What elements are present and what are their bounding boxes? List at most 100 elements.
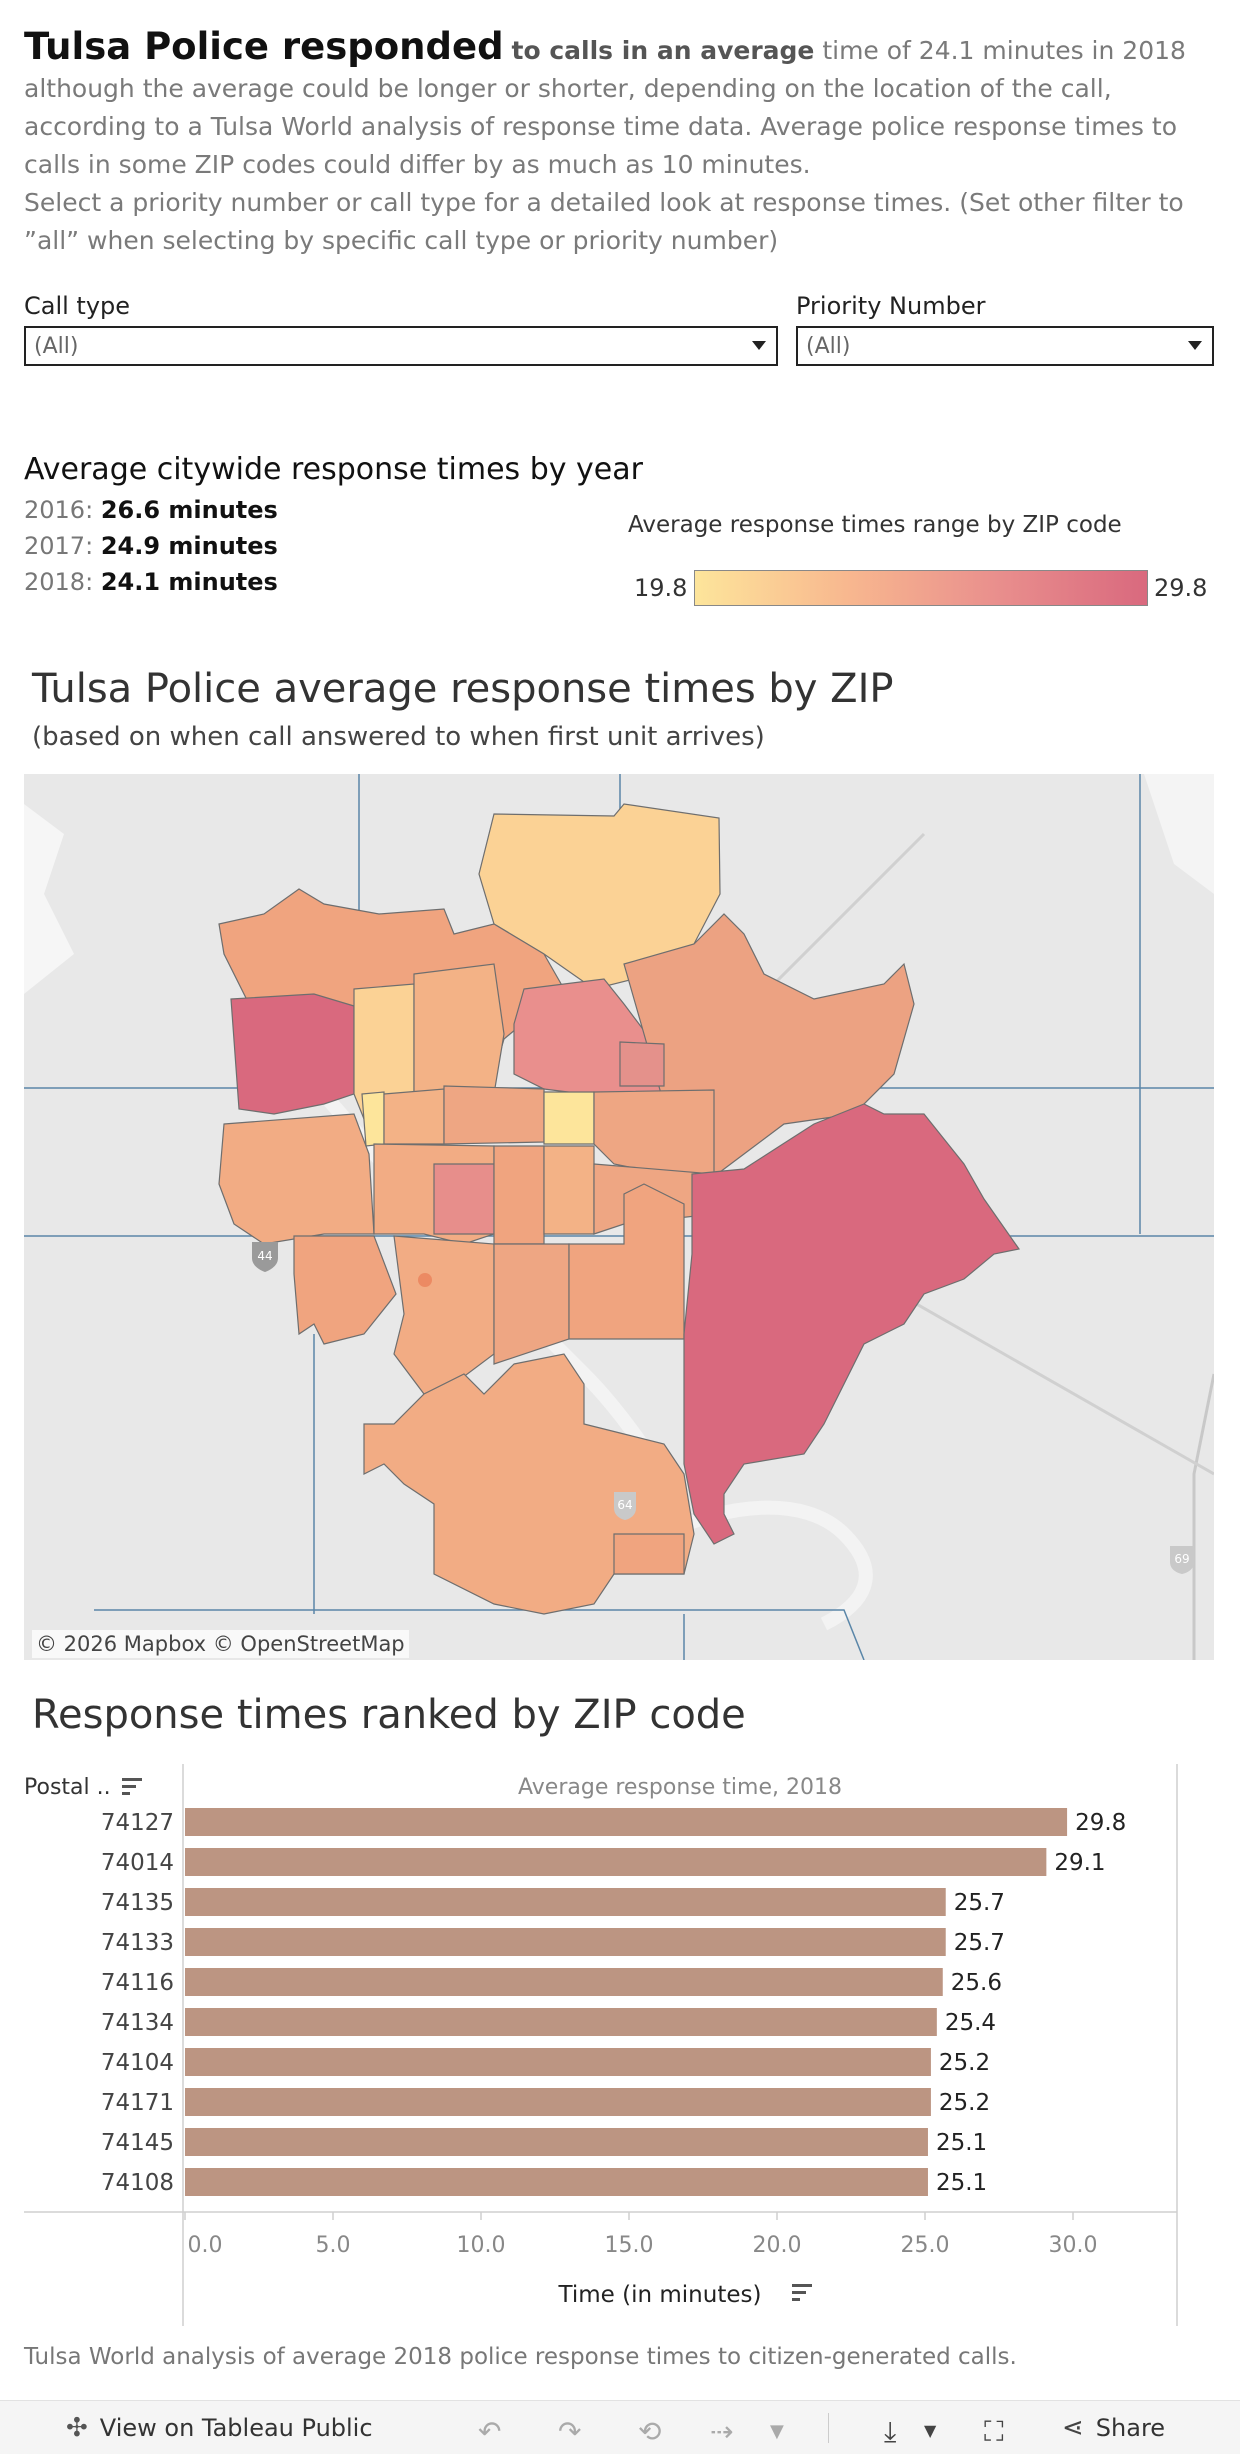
revert-icon[interactable]: ⟲ xyxy=(638,2415,662,2448)
road xyxy=(94,1609,865,1660)
x-tick-label: 10.0 xyxy=(457,2233,506,2258)
zip-area[interactable] xyxy=(619,1041,665,1087)
bar[interactable] xyxy=(185,1888,946,1916)
bar[interactable] xyxy=(185,2128,928,2156)
year-value: 24.1 minutes xyxy=(100,568,278,596)
shield-icon: 69 xyxy=(1170,1546,1194,1574)
map-attribution[interactable]: © 2026 Mapbox © OpenStreetMap xyxy=(32,1630,409,1658)
bar[interactable] xyxy=(185,1848,1047,1876)
ranking-chart[interactable]: Postal .. Average response time, 2018 74… xyxy=(0,1760,1240,2330)
shield-label: 44 xyxy=(257,1249,272,1263)
year-label: 2018: xyxy=(24,568,94,596)
zip-area[interactable] xyxy=(543,1091,595,1145)
chevron-down-icon[interactable]: ▼ xyxy=(770,2421,784,2442)
bar[interactable] xyxy=(185,2048,931,2076)
x-tick-label: 0.0 xyxy=(188,2233,223,2258)
zip-area[interactable] xyxy=(683,1103,1021,1545)
call-type-label: Call type xyxy=(24,292,131,320)
zip-area[interactable] xyxy=(433,1163,495,1235)
bar[interactable] xyxy=(185,2088,931,2116)
zip-area[interactable] xyxy=(568,1183,685,1340)
chevron-down-icon[interactable]: ▼ xyxy=(924,2421,937,2440)
bar-group: 74127 29.8 74014 29.1 74135 25.7 74133 25.7 7411… xyxy=(101,1808,1126,2196)
zip-area[interactable] xyxy=(443,1085,545,1145)
year-label: 2017: xyxy=(24,532,94,560)
bar-value-label: 25.7 xyxy=(954,1890,1005,1916)
bar[interactable] xyxy=(185,1808,1068,1836)
map-subtitle: (based on when call answered to when fir… xyxy=(32,722,765,752)
share-icon: ⋖ xyxy=(1062,2413,1084,2443)
tableau-logo-icon: ✣ xyxy=(66,2413,88,2443)
bar[interactable] xyxy=(185,2008,937,2036)
yearly-title: Average citywide response times by year xyxy=(24,452,643,487)
zip-label: 74104 xyxy=(101,2050,174,2076)
fullscreen-icon[interactable]: ⛶ xyxy=(984,2415,1004,2448)
chevron-down-icon xyxy=(1188,341,1202,350)
refresh-icon[interactable]: ⇢ xyxy=(710,2415,734,2448)
view-on-tableau-button[interactable]: ✣ View on Tableau Public xyxy=(66,2413,373,2443)
year-value: 26.6 minutes xyxy=(100,496,278,524)
zip-area[interactable] xyxy=(293,1235,397,1345)
zip-area[interactable] xyxy=(413,963,505,1095)
zip-label: 74171 xyxy=(101,2090,174,2116)
toolbar-divider xyxy=(828,2413,829,2443)
zip-area[interactable] xyxy=(383,1088,445,1145)
bar-value-label: 25.2 xyxy=(939,2050,990,2076)
legend-title: Average response times range by ZIP code xyxy=(628,512,1122,538)
zip-label: 74134 xyxy=(101,2010,174,2036)
zip-area[interactable] xyxy=(613,1533,685,1575)
zip-area[interactable] xyxy=(361,1091,385,1147)
sort-icon[interactable] xyxy=(792,2284,812,2301)
ranking-title: Response times ranked by ZIP code xyxy=(32,1692,746,1738)
x-axis-label: Time (in minutes) xyxy=(558,2282,762,2308)
zip-label: 74116 xyxy=(101,1970,174,1996)
map-title: Tulsa Police average response times by Z… xyxy=(32,666,894,712)
bar[interactable] xyxy=(185,1928,946,1956)
legend-min: 19.8 xyxy=(634,574,688,602)
priority-value: (All) xyxy=(806,334,851,359)
zip-map[interactable]: 44 64 69 © 2026 Mapbox © OpenStreetMap xyxy=(24,774,1214,1660)
zip-area[interactable] xyxy=(493,1145,545,1245)
view-on-tableau-label: View on Tableau Public xyxy=(99,2414,373,2442)
zip-area[interactable] xyxy=(363,1353,695,1615)
column-header: Postal .. xyxy=(24,1775,111,1800)
footnote: Tulsa World analysis of average 2018 pol… xyxy=(24,2344,1017,2370)
download-icon[interactable]: ⤓ xyxy=(884,2415,897,2448)
zip-label: 74145 xyxy=(101,2130,174,2156)
bar[interactable] xyxy=(185,1968,943,1996)
undo-icon[interactable]: ↶ xyxy=(478,2415,502,2448)
map-marker[interactable] xyxy=(418,1273,432,1287)
zip-area[interactable] xyxy=(230,993,355,1115)
x-tick-label: 5.0 xyxy=(316,2233,351,2258)
chevron-down-icon xyxy=(752,341,766,350)
shield-icon: 64 xyxy=(614,1492,636,1520)
bar-value-label: 25.1 xyxy=(936,2170,987,2196)
intro-lead-mid: to calls in an average xyxy=(511,36,815,65)
legend-max: 29.8 xyxy=(1154,574,1208,602)
zip-area[interactable] xyxy=(543,1145,595,1235)
year-row: 2018: 24.1 minutes xyxy=(24,568,278,596)
bar-value-label: 29.1 xyxy=(1054,1850,1105,1876)
tableau-toolbar: ✣ View on Tableau Public ↶ ↷ ⟲ ⇢ ▼ ⤓ ▼ ⛶… xyxy=(0,2400,1240,2454)
intro-text: Tulsa Police responded to calls in an av… xyxy=(24,28,1216,260)
year-row: 2017: 24.9 minutes xyxy=(24,532,278,560)
redo-icon[interactable]: ↷ xyxy=(558,2415,582,2448)
shield-icon: 44 xyxy=(252,1242,278,1272)
sort-icon[interactable] xyxy=(122,1778,142,1795)
priority-label: Priority Number xyxy=(796,292,986,320)
x-axis: 0.0 5.0 10.0 15.0 20.0 25.0 30.0 xyxy=(184,2212,1097,2258)
bar-value-label: 25.4 xyxy=(945,2010,996,2036)
zip-label: 74133 xyxy=(101,1930,174,1956)
priority-dropdown[interactable]: (All) xyxy=(796,326,1214,366)
call-type-dropdown[interactable]: (All) xyxy=(24,326,778,366)
zip-areas xyxy=(218,803,1021,1615)
shield-label: 69 xyxy=(1174,1552,1189,1566)
bar-value-label: 25.1 xyxy=(936,2130,987,2156)
zip-area[interactable] xyxy=(593,1089,715,1175)
year-row: 2016: 26.6 minutes xyxy=(24,496,278,524)
share-button[interactable]: ⋖ Share xyxy=(1062,2413,1165,2443)
zip-area[interactable] xyxy=(218,1113,375,1245)
bar[interactable] xyxy=(185,2168,928,2196)
bar-value-label: 25.6 xyxy=(951,1970,1002,1996)
chart-title: Average response time, 2018 xyxy=(518,1775,842,1800)
